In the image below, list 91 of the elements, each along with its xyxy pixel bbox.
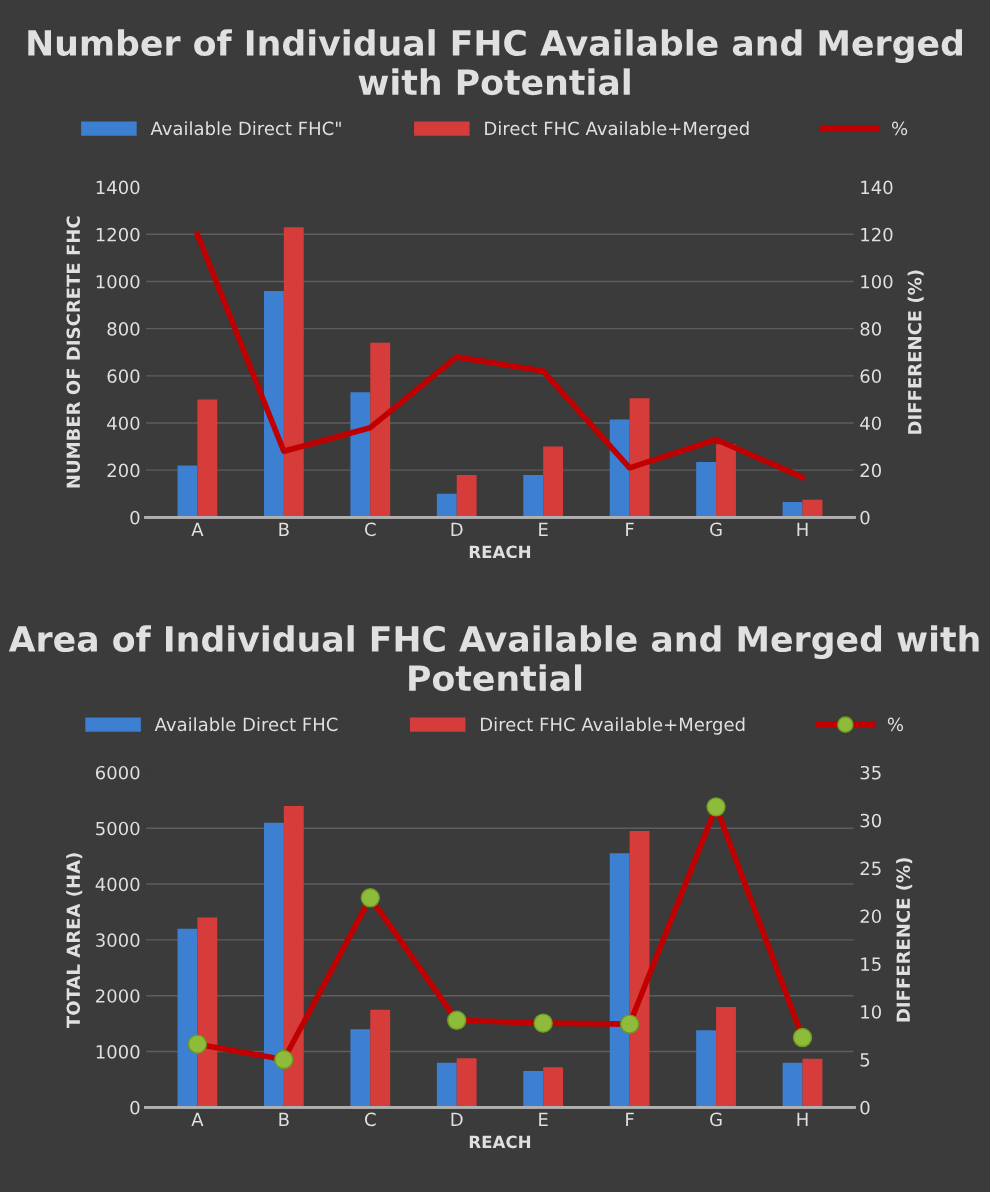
- y-tick-label: 0: [130, 510, 140, 525]
- y2-tick-label: 30: [860, 813, 882, 828]
- bar: [609, 853, 630, 1108]
- bar: [523, 1071, 544, 1108]
- y2-axis-title: DIFFERENCE (%): [896, 858, 913, 1022]
- y-tick-label: 1000: [96, 1045, 140, 1059]
- x-axis-title: REACH: [469, 1135, 531, 1149]
- bar: [716, 1006, 736, 1108]
- bar: [782, 502, 803, 518]
- bar: [177, 465, 198, 518]
- y-tick-label: 5000: [96, 821, 140, 836]
- bar: [696, 1030, 717, 1108]
- x-axis-title: REACH: [469, 545, 531, 559]
- y2-tick-label: 80: [860, 322, 882, 336]
- y-tick-label: 6000: [95, 765, 140, 780]
- x-tick-label: E: [539, 522, 548, 536]
- bar: [543, 1067, 564, 1108]
- bar: [283, 227, 304, 518]
- bar: [629, 398, 650, 518]
- y-tick-label: 200: [107, 463, 140, 478]
- x-tick-label: G: [710, 1112, 722, 1127]
- bar: [350, 1029, 371, 1108]
- y2-tick-label: 100: [861, 274, 893, 289]
- x-tick-label: F: [626, 522, 634, 536]
- y2-tick-label: 140: [861, 180, 893, 195]
- bar: [696, 461, 717, 518]
- y2-tick-label: 20: [860, 909, 882, 924]
- legend-label: %: [887, 717, 904, 732]
- bar: [609, 419, 630, 518]
- y2-tick-label: 5: [860, 1053, 870, 1067]
- bar: [350, 392, 371, 518]
- chart-title: Area of Individual FHC Available and Merged with Potential: [8, 625, 979, 692]
- bar: [782, 1062, 803, 1108]
- bar: [716, 444, 736, 518]
- y-axis-title: NUMBER OF DISCRETE FHC: [66, 216, 81, 488]
- x-tick-label: H: [797, 522, 808, 536]
- y-tick-label: 600: [107, 369, 140, 383]
- bar: [543, 446, 564, 518]
- y-tick-label: 0: [130, 1100, 140, 1115]
- bar: [197, 399, 218, 518]
- y2-axis-title: DIFFERENCE (%): [907, 270, 924, 434]
- bar: [802, 1058, 823, 1108]
- bar: [197, 917, 218, 1108]
- y2-tick-label: 40: [860, 416, 882, 431]
- y-tick-label: 1200: [96, 227, 140, 242]
- bar: [177, 928, 198, 1108]
- legend-label: %: [892, 121, 908, 136]
- x-tick-label: D: [451, 1112, 463, 1126]
- y2-tick-label: 25: [860, 861, 881, 876]
- x-tick-label: G: [710, 522, 722, 537]
- y2-tick-label: 35: [860, 765, 881, 780]
- x-tick-label: H: [797, 1112, 808, 1126]
- y2-tick-label: 0: [860, 1100, 870, 1115]
- y2-tick-label: 15: [861, 957, 881, 971]
- bar: [263, 822, 284, 1108]
- x-tick-label: F: [626, 1112, 634, 1126]
- x-tick-label: D: [451, 522, 463, 536]
- y-axis-title: TOTAL AREA (HA): [66, 853, 83, 1029]
- y-tick-label: 4000: [95, 877, 140, 892]
- y-tick-label: 800: [107, 322, 140, 336]
- y2-tick-label: 60: [860, 369, 882, 383]
- y2-tick-label: 120: [861, 227, 893, 242]
- bar: [263, 290, 284, 518]
- legend-label: Direct FHC Available+Merged: [485, 121, 749, 139]
- y-tick-label: 3000: [96, 933, 140, 948]
- bar: [523, 474, 544, 518]
- y2-tick-label: 10: [861, 1005, 882, 1019]
- legend-label: Direct FHC Available+Merged: [481, 717, 745, 735]
- y2-tick-label: 0: [860, 510, 870, 525]
- chart-title: Number of Individual FHC Available and Merged with Potential: [28, 29, 962, 96]
- y2-tick-label: 20: [860, 463, 882, 478]
- x-tick-label: C: [364, 1112, 376, 1127]
- x-tick-label: A: [191, 1112, 204, 1126]
- bar: [456, 474, 477, 518]
- x-tick-label: B: [279, 1112, 289, 1126]
- y-tick-label: 1400: [96, 180, 140, 195]
- y-tick-label: 400: [107, 416, 140, 431]
- x-tick-label: E: [539, 1112, 548, 1126]
- x-tick-label: A: [191, 522, 204, 536]
- bar: [370, 1009, 391, 1108]
- y-tick-label: 2000: [96, 989, 140, 1003]
- bar: [283, 805, 304, 1108]
- bar: [436, 1062, 457, 1108]
- y-tick-label: 1000: [96, 274, 140, 289]
- x-tick-label: C: [364, 522, 376, 537]
- legend-label: Available Direct FHC: [154, 717, 338, 732]
- legend-label: Available Direct FHC": [150, 121, 341, 136]
- bar: [370, 342, 391, 518]
- bar: [436, 493, 457, 518]
- x-tick-label: B: [279, 522, 289, 536]
- bar: [456, 1058, 477, 1108]
